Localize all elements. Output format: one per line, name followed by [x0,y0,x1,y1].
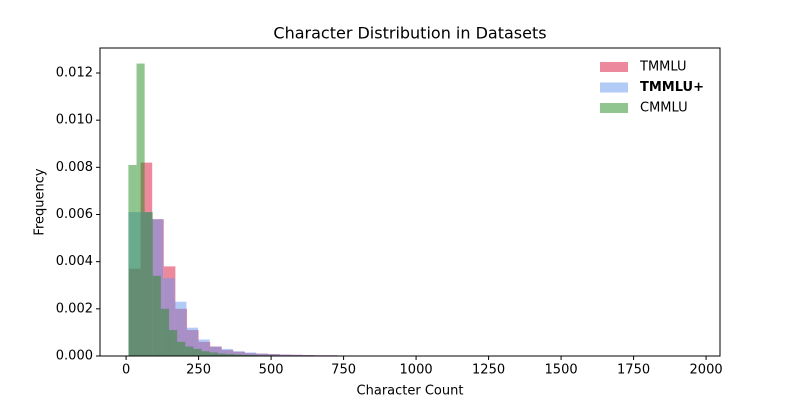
histogram-bar [256,353,268,356]
x-tick-label: 1500 [545,363,578,378]
y-tick-label: 0.006 [56,207,93,222]
histogram-bar [233,354,243,356]
histogram-bar [232,351,245,356]
histogram-bar [174,301,187,356]
x-tick-label: 500 [259,363,284,378]
histogram-bar [201,351,210,356]
histogram-bar [136,63,145,356]
x-tick-label: 1750 [617,363,650,378]
x-tick-label: 1000 [400,363,433,378]
histogram-bar [221,348,233,356]
x-tick-label: 0 [122,363,130,378]
histogram-bar [152,275,161,356]
legend-swatch [600,62,628,72]
x-axis-label: Character Count [357,384,464,399]
histogram-bar [244,352,257,356]
y-tick-label: 0.002 [56,301,93,316]
histogram-bar [198,339,210,356]
x-tick-label: 1250 [472,363,505,378]
y-tick-label: 0.008 [56,160,93,175]
legend-label: CMMLU [640,101,688,116]
y-tick-label: 0.000 [56,349,93,364]
y-axis-label: Frequency [33,168,48,235]
histogram-bar [209,352,218,356]
legend: TMMLU TMMLU+ CMMLU [600,60,704,116]
histogram-bar [186,327,199,356]
histogram-bar [128,164,137,356]
histogram-bar [267,354,280,356]
histogram-bar [217,353,226,356]
histogram-bar [290,354,303,356]
chart-title: Character Distribution in Datasets [273,24,546,43]
y-tick-label: 0.004 [56,254,93,269]
x-tick-label: 750 [331,363,356,378]
histogram-bar [169,330,178,356]
histogram-bar [193,348,202,356]
legend-label: TMMLU+ [640,80,704,95]
plot-frame [99,47,721,357]
y-tick-label: 0.010 [56,113,93,128]
histogram-bar [160,308,170,356]
histogram-bar [242,354,251,356]
legend-swatch [600,82,628,93]
histogram-bar [279,354,291,356]
histogram-bar [209,346,222,356]
histogram-bar [144,212,153,356]
histogram-bar [177,341,186,356]
x-tick-label: 2000 [690,363,723,378]
histogram-bar [185,346,194,356]
legend-label: TMMLU [639,60,686,75]
legend-swatch [600,103,628,113]
histogram-bar [225,354,234,356]
x-tick-label: 250 [186,363,211,378]
y-tick-label: 0.012 [56,65,93,80]
